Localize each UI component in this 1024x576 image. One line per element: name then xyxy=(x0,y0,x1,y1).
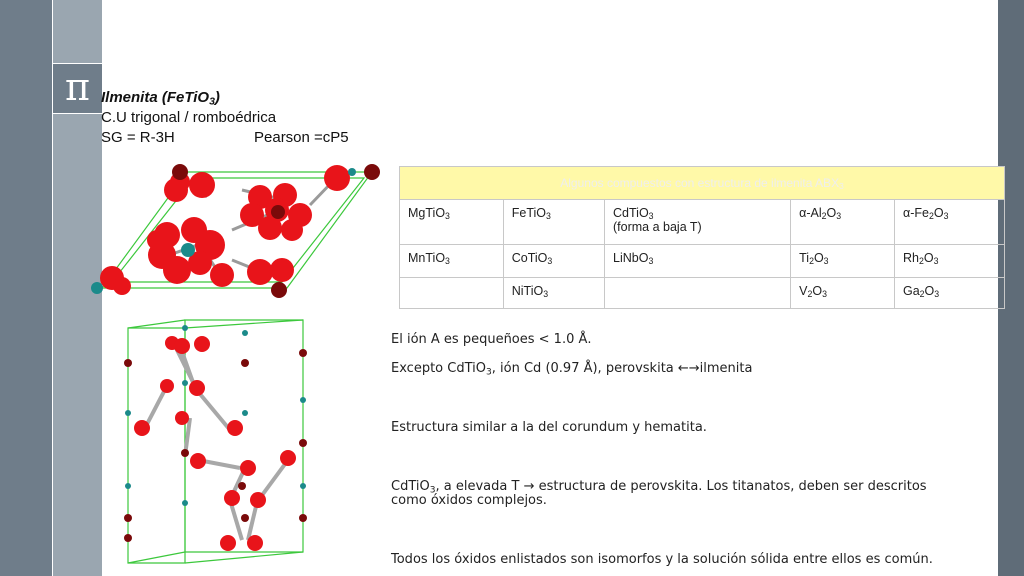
table-cell xyxy=(399,277,504,309)
sidebar-divider xyxy=(52,0,53,576)
table-cell: LiNbO3 xyxy=(604,244,792,278)
table-row: MgTiO3 FeTiO3 CdTiO3 (forma a baja T) α-A… xyxy=(399,199,1006,245)
paragraph-corundum: Estructura similar a la del corundum y h… xyxy=(391,420,707,435)
table-cell: CdTiO3 (forma a baja T) xyxy=(604,199,792,245)
table-cell: MgTiO3 xyxy=(399,199,504,245)
paragraph-perovskita: CdTiO3, a elevada T → estructura de pero… xyxy=(391,479,927,508)
paragraph-isomorfos: Todos los óxidos enlistados son isomorfo… xyxy=(391,552,933,567)
table-cell: Rh2O3 xyxy=(893,244,1006,278)
table-cell: NiTiO3 xyxy=(502,277,606,309)
ilmenita-cell-projection-figure xyxy=(91,164,380,298)
table-title: Algunos compuestos con estructura de ilm… xyxy=(399,166,1005,200)
table-cell: α-Fe2O3 xyxy=(893,199,1006,245)
paragraph-ion-a: El ión A es pequeñoes < 1.0 Å. xyxy=(391,332,592,347)
pi-logo-icon: π xyxy=(53,63,102,114)
table-cell: Ga2O3 xyxy=(893,277,1006,309)
table-cell: CoTiO3 xyxy=(502,244,606,278)
table-row: NiTiO3 V2O3 Ga2O3 xyxy=(399,277,1006,309)
table-cell xyxy=(604,277,792,309)
table-row: MnTiO3 CoTiO3 LiNbO3 Ti2O3 Rh2O3 xyxy=(399,244,1006,278)
ilmenita-hexagonal-cell-figure xyxy=(124,319,307,564)
ilmenite-compounds-table: Algunos compuestos con estructura de ilm… xyxy=(399,166,1006,309)
crystal-system-label: C.U trigonal / romboédrica xyxy=(101,109,277,126)
table-cell: V2O3 xyxy=(790,277,895,309)
table-cell: FeTiO3 xyxy=(502,199,606,245)
table-cell: MnTiO3 xyxy=(399,244,504,278)
paragraph-excepto-cdtio3: Excepto CdTiO3, ión Cd (0.97 Å), perovsk… xyxy=(391,361,753,378)
table-cell: Ti2O3 xyxy=(790,244,895,278)
pearson-label: Pearson =cP5 xyxy=(254,129,349,146)
left-sidebar-bar xyxy=(0,0,52,576)
table-cell: α-Al2O3 xyxy=(790,199,895,245)
title-ilmenita: Ilmenita (FeTiO3) xyxy=(101,89,220,108)
space-group-label: SG = R-3H xyxy=(101,129,175,146)
space-group-line: SG = R-3H Pearson =cP5 xyxy=(101,129,349,147)
